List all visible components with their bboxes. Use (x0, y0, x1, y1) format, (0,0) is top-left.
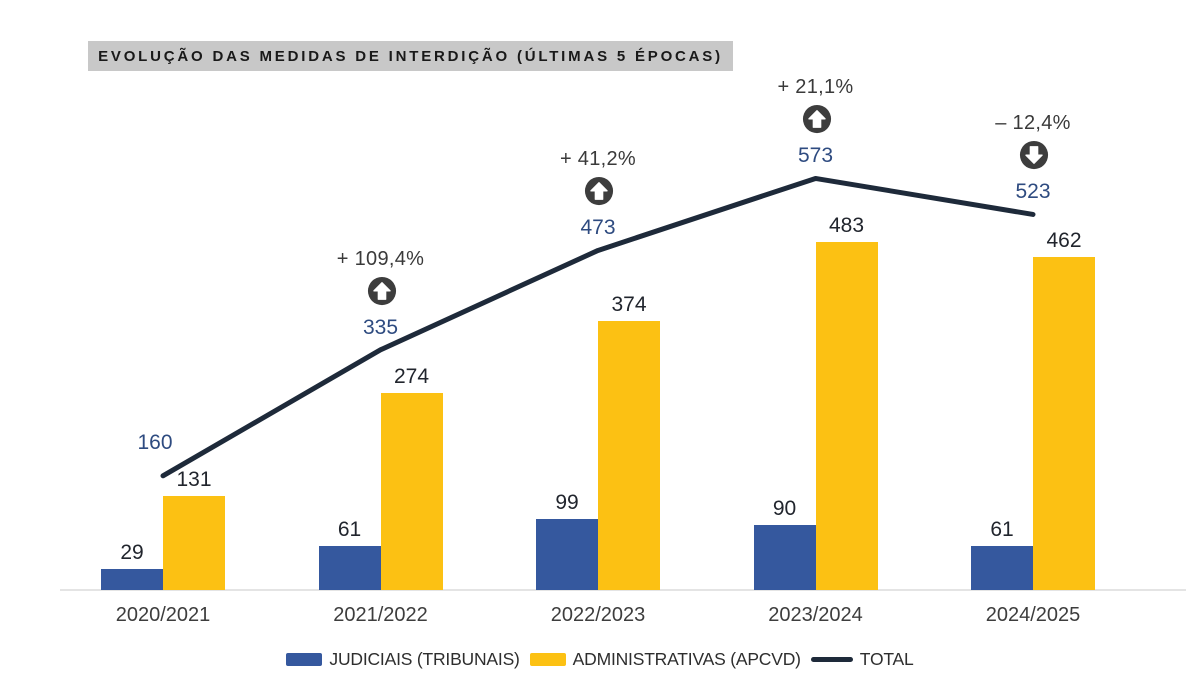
bar-value-judiciais: 99 (555, 491, 579, 514)
legend-label-total: TOTAL (859, 649, 914, 669)
bar-value-administrativas: 483 (828, 214, 865, 237)
bar-judiciais (971, 546, 1033, 590)
x-axis-label: 2022/2023 (550, 604, 646, 626)
bar-administrativas (163, 496, 225, 590)
bar-administrativas (1033, 257, 1095, 590)
bar-value-judiciais: 61 (337, 518, 362, 541)
bar-value-judiciais: 90 (772, 497, 797, 520)
x-axis-label: 2020/2021 (115, 604, 211, 626)
total-value-label: 335 (362, 315, 399, 339)
bar-judiciais (753, 525, 816, 590)
legend-swatch-judiciais (286, 653, 323, 666)
bar-value-administrativas: 374 (611, 293, 647, 316)
chart-title: EVOLUÇÃO DAS MEDIDAS DE INTERDIÇÃO (ÚLTI… (98, 47, 723, 65)
bar-judiciais (101, 569, 163, 590)
bar-value-administrativas: 462 (1046, 229, 1082, 252)
legend-swatch-administrativas (529, 653, 566, 666)
x-axis-label: 2024/2025 (985, 604, 1081, 626)
legend-item-total: TOTAL (810, 649, 914, 670)
legend-label-judiciais: JUDICIAIS (TRIBUNAIS) (329, 649, 520, 669)
legend-item-judiciais: JUDICIAIS (TRIBUNAIS) (286, 649, 520, 670)
arrow-down-icon (1019, 140, 1049, 170)
x-axis-line (60, 589, 1186, 591)
legend-item-administrativas: ADMINISTRATIVAS (APCVD) (529, 649, 801, 670)
legend: JUDICIAIS (TRIBUNAIS) ADMINISTRATIVAS (A… (0, 649, 1200, 670)
change-percent-label: – 12,4% (995, 112, 1071, 135)
bar-administrativas (380, 393, 443, 590)
x-axis-label: 2021/2022 (333, 604, 428, 626)
bar-judiciais (536, 519, 598, 590)
arrow-up-icon (367, 276, 397, 306)
bar-value-administrativas: 131 (176, 468, 212, 491)
total-value-label: 573 (797, 144, 834, 168)
total-value-label: 523 (1015, 180, 1051, 204)
bar-value-judiciais: 29 (120, 541, 144, 564)
bar-administrativas (598, 321, 660, 590)
bar-administrativas (815, 242, 878, 590)
x-axis-label: 2023/2024 (768, 604, 863, 626)
chart-title-bar: EVOLUÇÃO DAS MEDIDAS DE INTERDIÇÃO (ÚLTI… (88, 41, 733, 71)
legend-label-administrativas: ADMINISTRATIVAS (APCVD) (572, 649, 801, 669)
change-percent-label: + 109,4% (336, 247, 425, 270)
change-percent-label: + 41,2% (559, 148, 637, 171)
legend-swatch-total-line (810, 657, 853, 662)
bar-value-judiciais: 61 (990, 518, 1014, 541)
arrow-up-icon (802, 104, 832, 134)
total-value-label: 160 (137, 430, 173, 454)
bar-value-administrativas: 274 (393, 365, 430, 388)
total-value-label: 473 (580, 216, 616, 240)
bar-judiciais (318, 546, 381, 590)
arrow-up-icon (584, 176, 614, 206)
change-percent-label: + 21,1% (777, 76, 854, 99)
